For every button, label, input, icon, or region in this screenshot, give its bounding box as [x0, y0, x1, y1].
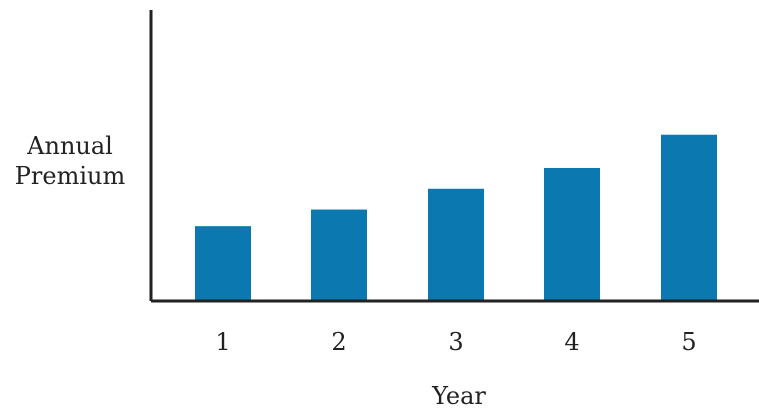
x-tick-labels: 1 2 3 4 5 — [215, 328, 696, 356]
bar-year-5 — [661, 134, 717, 301]
x-tick-label-1: 1 — [215, 328, 230, 356]
x-tick-label-2: 2 — [331, 328, 346, 356]
y-axis-label-line-1: Annual — [27, 132, 113, 160]
x-tick-label-4: 4 — [564, 328, 579, 356]
x-tick-label-5: 5 — [681, 328, 696, 356]
x-axis-label: Year — [431, 382, 486, 410]
x-tick-label-3: 3 — [448, 328, 463, 356]
bar-year-1 — [195, 226, 251, 301]
bars-group — [195, 134, 717, 301]
bar-year-4 — [544, 167, 600, 301]
y-axis-label-line-2: Premium — [14, 162, 126, 190]
bar-year-3 — [428, 188, 484, 301]
bar-year-2 — [311, 209, 367, 301]
